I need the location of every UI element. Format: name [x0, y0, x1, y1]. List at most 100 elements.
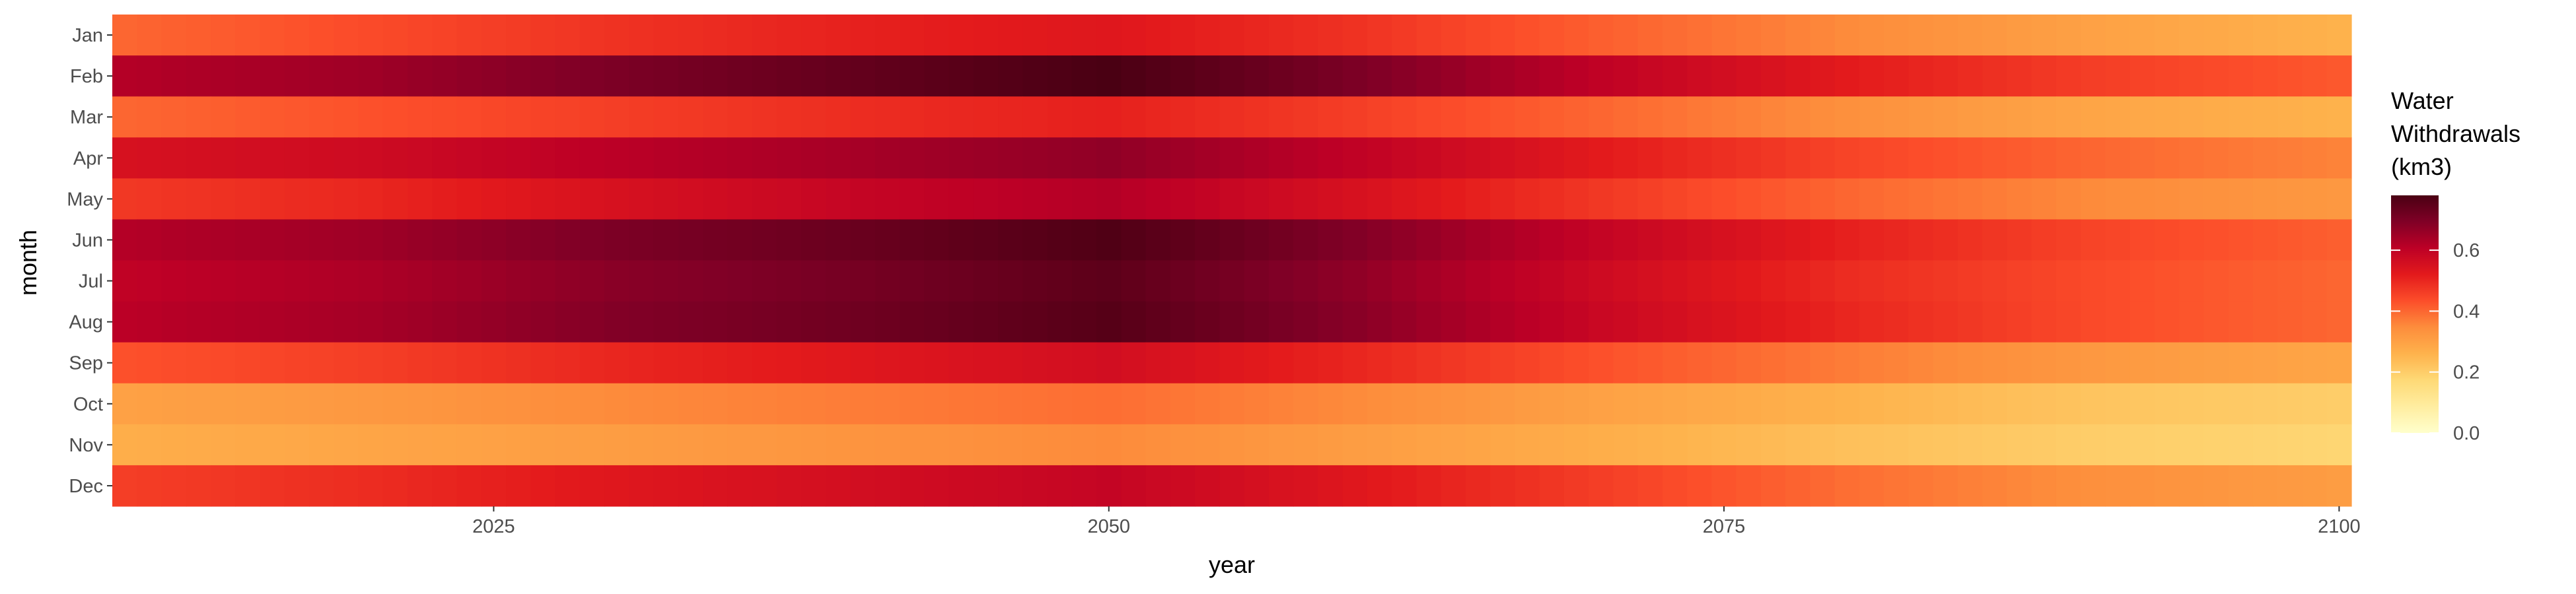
heatmap-cell [1268, 260, 1294, 302]
heatmap-cell [235, 424, 261, 466]
heatmap-cell [432, 301, 458, 343]
heatmap-cell [1392, 15, 1417, 56]
heatmap-cell [924, 219, 950, 261]
heatmap-cell [1367, 424, 1392, 466]
heatmap-cell [408, 301, 433, 343]
heatmap-cell [1071, 260, 1097, 302]
heatmap-cell [1170, 301, 1196, 343]
heatmap-cell [973, 219, 999, 261]
heatmap-cell [1318, 178, 1343, 220]
y-tick-label: Mar [70, 107, 103, 128]
heatmap-cell [604, 383, 629, 425]
heatmap-cell [727, 178, 753, 220]
heatmap-cell [629, 219, 655, 261]
heatmap-cell [1022, 383, 1048, 425]
heatmap-cell [1884, 219, 1910, 261]
heatmap-cell [1933, 465, 1958, 507]
heatmap-cell [1096, 383, 1122, 425]
heatmap-cell [2154, 342, 2180, 384]
heatmap-cell [2154, 260, 2180, 302]
heatmap-cell [432, 55, 458, 97]
heatmap-cell [1195, 178, 1220, 220]
y-tick-label: Dec [69, 476, 103, 497]
heatmap-cell [1785, 137, 1811, 179]
heatmap-cell [1244, 55, 1270, 97]
heatmap-cell [1613, 383, 1639, 425]
heatmap-cell [1736, 137, 1762, 179]
heatmap-cell [653, 219, 679, 261]
heatmap-cell [260, 15, 285, 56]
heatmap-cell [1810, 260, 1836, 302]
heatmap-cell [1416, 15, 1442, 56]
heatmap-cell [186, 383, 211, 425]
heatmap-cell [900, 96, 925, 138]
heatmap-cell [1071, 301, 1097, 343]
heatmap-cell [2228, 178, 2254, 220]
legend-colorbar [2391, 195, 2439, 433]
heatmap-cell [2105, 96, 2131, 138]
heatmap-cell [727, 137, 753, 179]
heatmap-cell [1613, 15, 1639, 56]
heatmap-cell [1244, 219, 1270, 261]
heatmap-cell [211, 55, 236, 97]
heatmap-cell [1367, 15, 1392, 56]
heatmap-cell [1490, 301, 1515, 343]
x-tick-label: 2075 [1703, 516, 1746, 537]
heatmap-cell [1342, 137, 1368, 179]
heatmap-cell [506, 301, 531, 343]
heatmap-cell [1047, 15, 1073, 56]
heatmap-cell [161, 55, 187, 97]
heatmap-cell [1884, 96, 1910, 138]
heatmap-cell [334, 15, 359, 56]
heatmap-cell [309, 465, 334, 507]
heatmap-cell [2056, 178, 2081, 220]
heatmap-cell [1736, 15, 1762, 56]
heatmap-cell [1318, 383, 1343, 425]
heatmap-cell [1367, 260, 1392, 302]
heatmap-cell [1613, 301, 1639, 343]
heatmap-cell [2277, 178, 2303, 220]
heatmap-cell [1195, 15, 1220, 56]
heatmap-cell [1318, 15, 1343, 56]
heatmap-cell [1416, 424, 1442, 466]
heatmap-cell [1244, 424, 1270, 466]
heatmap-cell [235, 301, 261, 343]
heatmap-cell [1515, 178, 1540, 220]
heatmap-cell [1908, 424, 1934, 466]
heatmap-cell [948, 260, 974, 302]
heatmap-cell [2129, 219, 2155, 261]
heatmap-cell [2228, 260, 2254, 302]
heatmap-cell [1071, 178, 1097, 220]
heatmap-cell [579, 219, 605, 261]
heatmap-cell [2056, 301, 2081, 343]
heatmap-cell [1416, 137, 1442, 179]
heatmap-cell [2302, 465, 2328, 507]
heatmap-cell [186, 342, 211, 384]
heatmap-cell [653, 178, 679, 220]
x-tick-label: 2025 [472, 516, 515, 537]
heatmap-cell [850, 465, 876, 507]
heatmap-cell [826, 424, 851, 466]
heatmap-cell [604, 424, 629, 466]
heatmap-cell [752, 342, 777, 384]
heatmap-cell [530, 178, 556, 220]
heatmap-cell [1022, 424, 1048, 466]
heatmap-cell [1515, 465, 1540, 507]
heatmap-cell [1687, 96, 1713, 138]
heatmap-cell [703, 15, 728, 56]
heatmap-cell [1441, 383, 1466, 425]
heatmap-cell [1441, 301, 1466, 343]
heatmap-cell [752, 96, 777, 138]
heatmap-cell [752, 260, 777, 302]
heatmap-cell [2179, 55, 2205, 97]
heatmap-cell [432, 219, 458, 261]
heatmap-cell [1367, 178, 1392, 220]
heatmap-cell [1071, 137, 1097, 179]
heatmap-cell [727, 383, 753, 425]
heatmap-cell [382, 137, 408, 179]
heatmap-cell [1244, 137, 1270, 179]
heatmap-cell [235, 465, 261, 507]
heatmap-cell [653, 15, 679, 56]
heatmap-cell [1244, 178, 1270, 220]
heatmap-cell [1957, 137, 1983, 179]
